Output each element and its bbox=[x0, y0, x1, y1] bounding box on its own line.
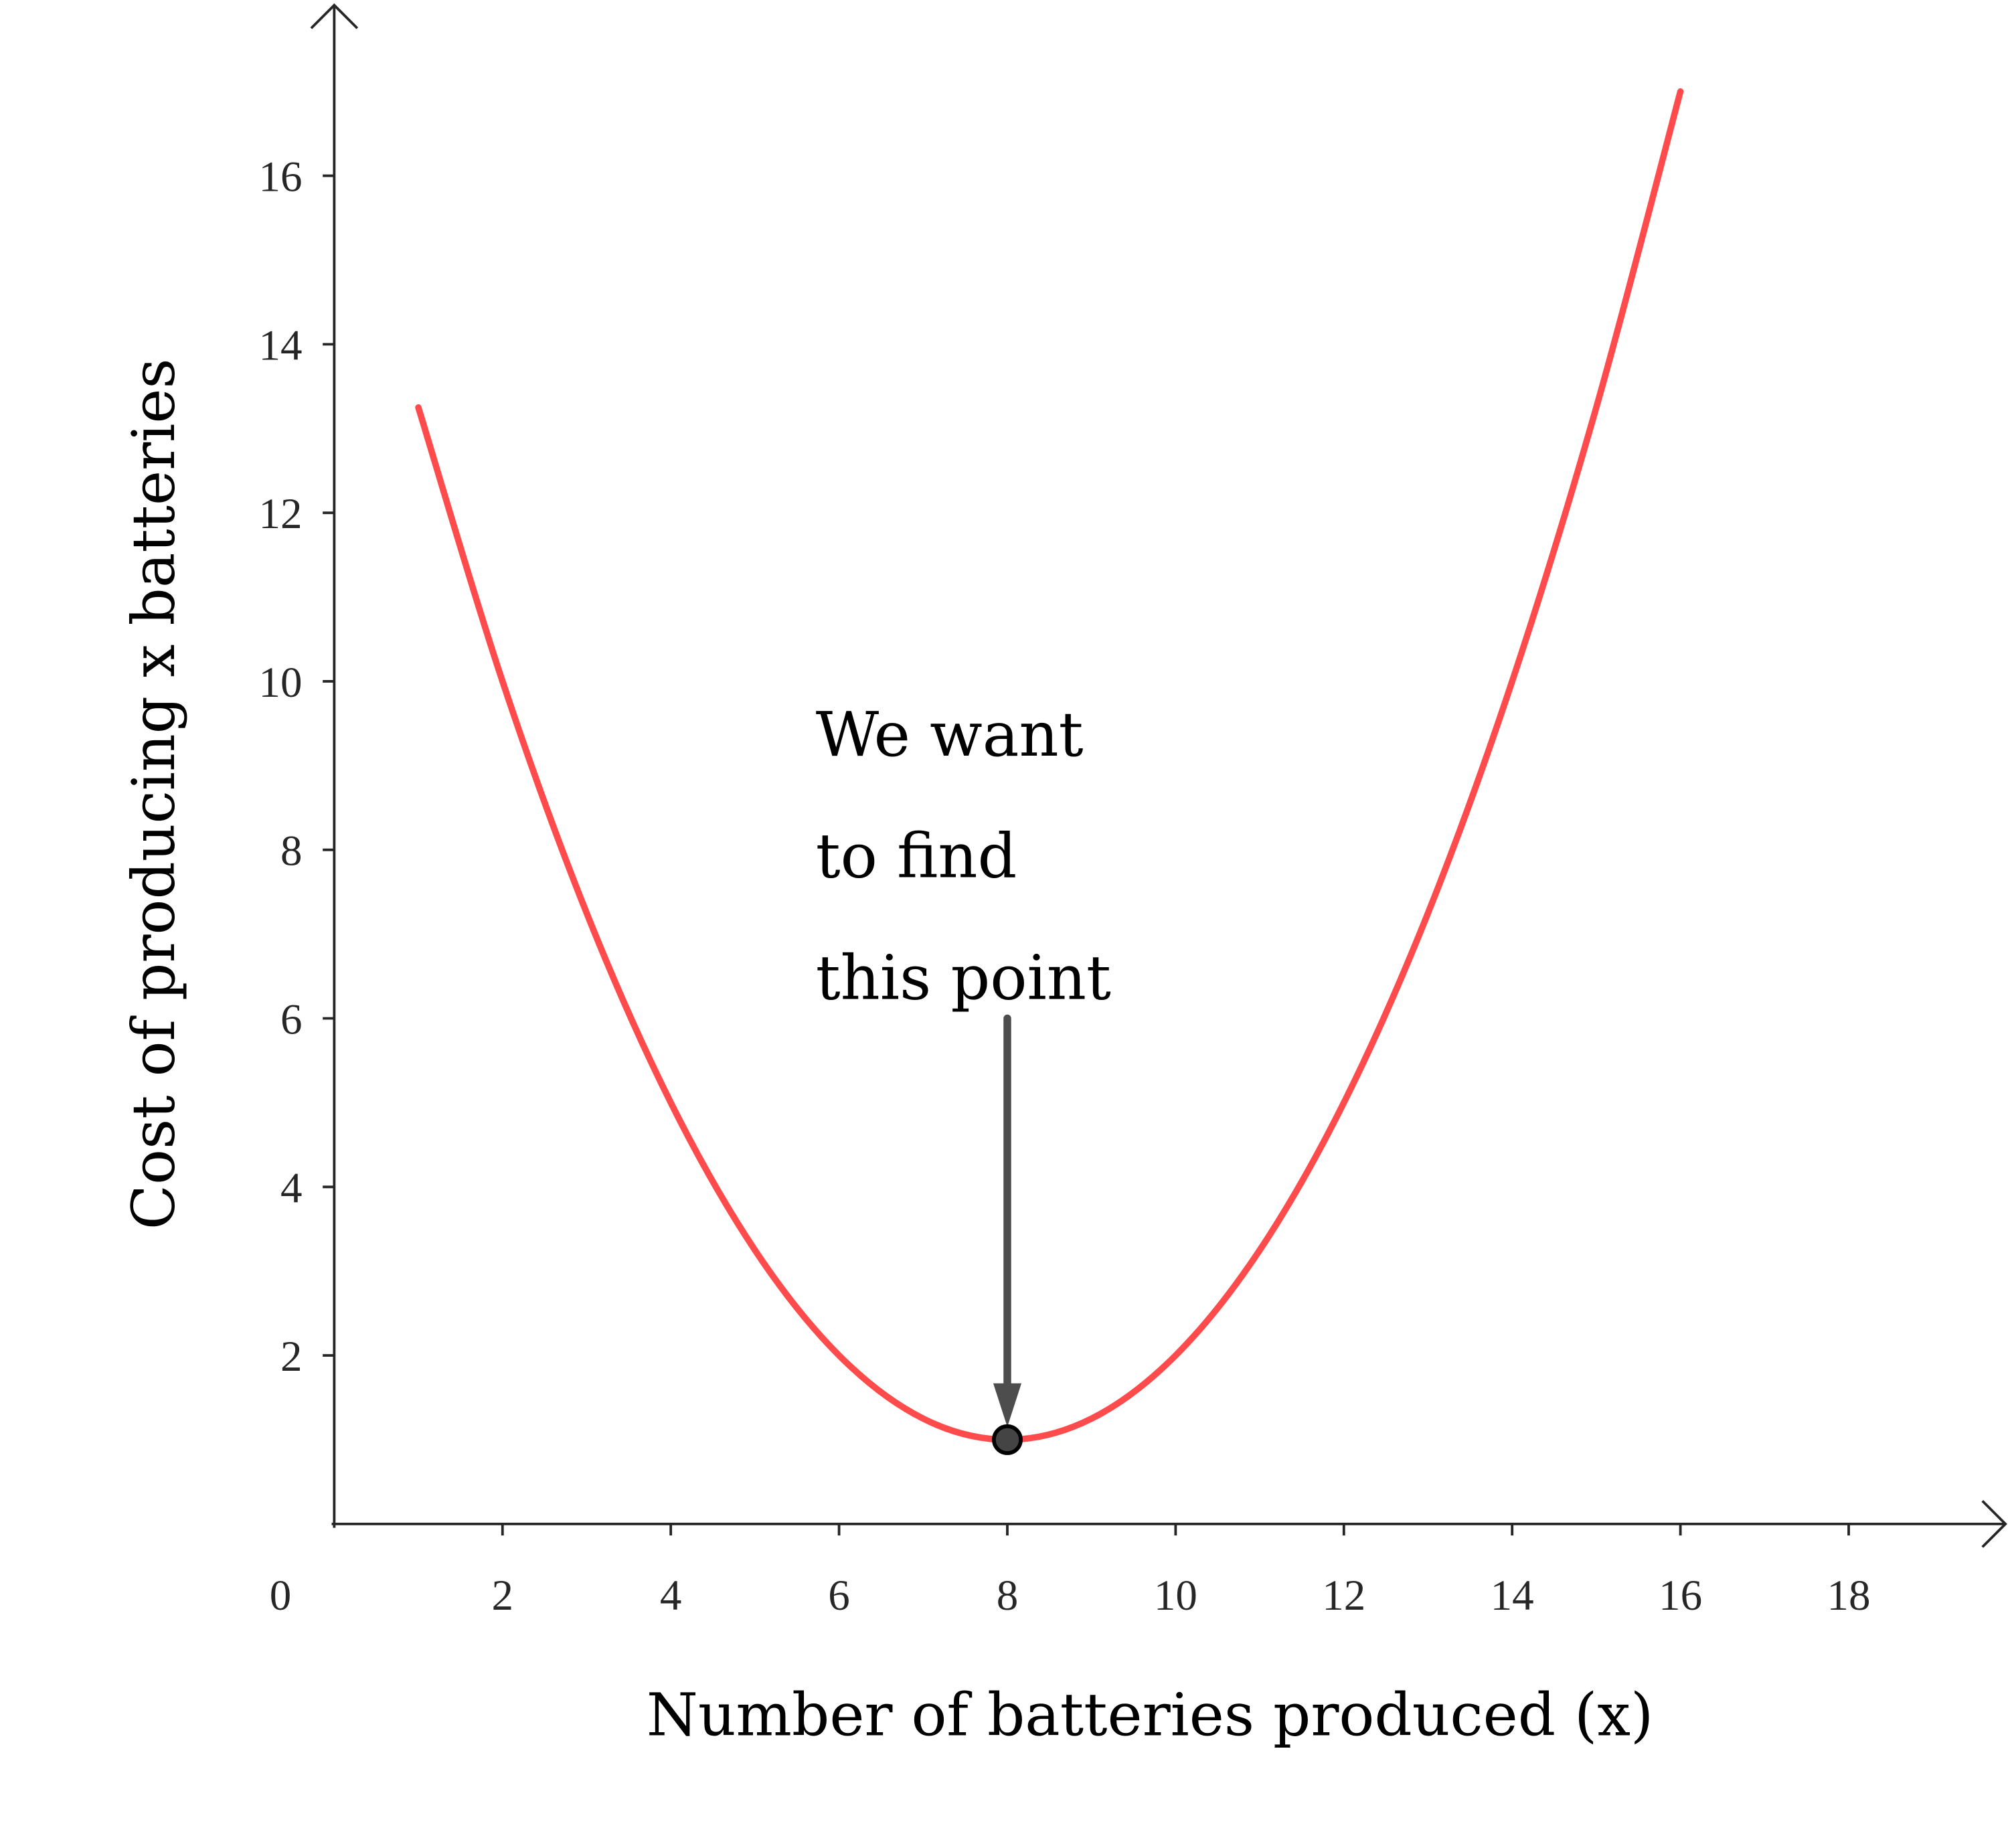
x-tick-label: 2 bbox=[491, 1572, 513, 1620]
x-tick-label: 18 bbox=[1827, 1572, 1870, 1620]
y-tick-label: 12 bbox=[258, 490, 302, 538]
y-tick-label: 4 bbox=[280, 1164, 303, 1212]
x-tick-label: 4 bbox=[660, 1572, 682, 1620]
axes bbox=[310, 3, 2007, 1548]
annotation-line-3: this point bbox=[816, 942, 1111, 1013]
y-ticks: 2 4 6 8 10 12 14 16 bbox=[258, 153, 335, 1381]
y-tick-label: 2 bbox=[280, 1333, 303, 1381]
series-line bbox=[415, 88, 1684, 1443]
annotation-arrowhead bbox=[993, 1383, 1022, 1427]
y-axis-arrowhead bbox=[310, 3, 359, 29]
y-tick-label: 16 bbox=[258, 153, 302, 201]
annotation-line-1: We want bbox=[816, 699, 1084, 770]
y-tick-label: 6 bbox=[280, 995, 303, 1043]
x-tick-label: 0 bbox=[270, 1572, 292, 1620]
x-tick-label: 14 bbox=[1491, 1572, 1534, 1620]
x-tick-label: 6 bbox=[828, 1572, 850, 1620]
x-tick-label: 16 bbox=[1659, 1572, 1702, 1620]
annotation-line-2: to find bbox=[816, 821, 1017, 892]
minimum-point bbox=[992, 1424, 1023, 1455]
y-axis-title: Cost of producing x batteries bbox=[119, 358, 188, 1230]
x-axis-title: Number of batteries produced (x) bbox=[647, 1681, 1653, 1750]
y-tick-label: 8 bbox=[280, 827, 303, 875]
y-tick-label: 14 bbox=[258, 321, 302, 369]
y-tick-label: 10 bbox=[258, 659, 302, 707]
x-tick-label: 8 bbox=[997, 1572, 1019, 1620]
x-tick-label: 10 bbox=[1154, 1572, 1197, 1620]
x-ticks: 0 2 4 6 8 10 12 14 16 18 bbox=[270, 1523, 1871, 1620]
x-tick-label: 12 bbox=[1322, 1572, 1365, 1620]
x-axis-arrowhead bbox=[1981, 1500, 2007, 1548]
